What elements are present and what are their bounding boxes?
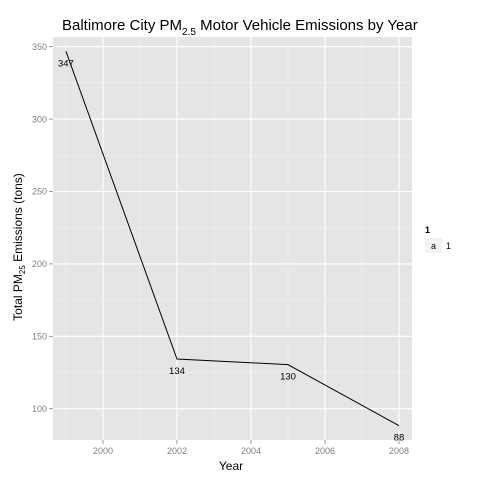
legend-entry-label: 1 <box>446 241 451 251</box>
y-axis-title-rest: Emissions (tons) <box>11 173 25 265</box>
y-tick-label: 100 <box>32 404 47 414</box>
title-subscript: 2.5 <box>182 27 196 38</box>
title-main: Baltimore City PM <box>62 17 182 34</box>
minor-gridlines <box>53 37 412 440</box>
y-tick-label: 150 <box>32 332 47 342</box>
y-tick-label: 200 <box>32 259 47 269</box>
legend-key-glyph: a <box>431 241 436 251</box>
x-tick-label: 2000 <box>93 446 113 456</box>
y-tick-label: 300 <box>32 114 47 124</box>
major-gridlines <box>53 37 412 440</box>
data-label: 130 <box>280 372 296 383</box>
x-tick-label: 2004 <box>241 446 261 456</box>
emissions-line <box>65 51 400 427</box>
y-axis: 100 150 200 250 300 350 <box>32 42 53 414</box>
data-label: 134 <box>169 366 185 377</box>
x-axis-title: Year <box>219 459 243 473</box>
title-rest: Motor Vehicle Emissions by Year <box>196 17 418 34</box>
y-axis-title-main: Total PM <box>11 274 25 321</box>
data-label: 347 <box>58 58 74 69</box>
x-axis: 2000 2002 2004 2006 2008 <box>93 440 409 456</box>
legend: 1 a 1 <box>425 225 451 253</box>
x-tick-label: 2002 <box>167 446 187 456</box>
y-axis-title: Total PM25 Emissions (tons) <box>11 173 27 321</box>
y-tick-label: 250 <box>32 187 47 197</box>
plot-panel <box>53 37 412 440</box>
legend-key <box>425 238 442 253</box>
data-label: 88 <box>394 433 405 444</box>
x-tick-label: 2006 <box>315 446 335 456</box>
chart-title: Baltimore City PM2.5 Motor Vehicle Emiss… <box>62 17 418 38</box>
data-labels: 347 134 130 88 <box>58 58 404 443</box>
y-axis-title-subscript: 25 <box>18 265 27 274</box>
legend-title: 1 <box>425 225 430 235</box>
x-tick-label: 2008 <box>389 446 409 456</box>
y-tick-label: 350 <box>32 42 47 52</box>
